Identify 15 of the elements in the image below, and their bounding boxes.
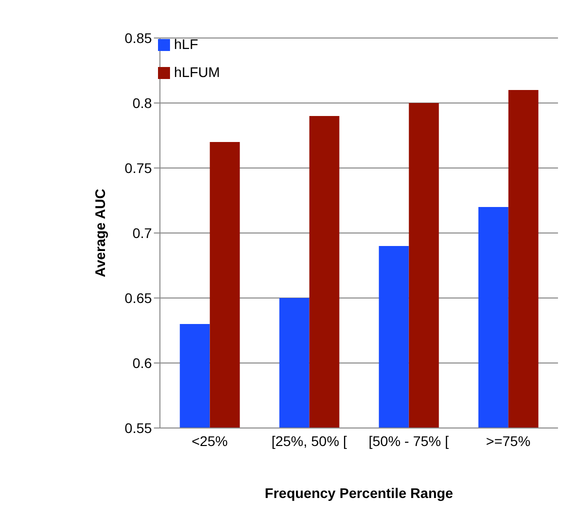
x-tick-label: >=75% <box>486 432 530 449</box>
x-tick-label: <25% <box>192 432 228 449</box>
x-tick-label: [50% - 75% [ <box>368 432 449 449</box>
y-tick-label: 0.6 <box>132 354 152 371</box>
legend-label: hLF <box>174 36 198 52</box>
y-tick-label: 0.75 <box>124 160 152 176</box>
y-tick-label: 0.55 <box>124 420 152 436</box>
x-axis-title: Frequency Percentile Range <box>264 485 454 501</box>
y-tick-label: 0.65 <box>124 290 152 306</box>
y-tick-label: 0.7 <box>132 224 152 241</box>
y-tick-label: 0.8 <box>132 94 152 111</box>
x-tick-label: [25%, 50% [ <box>271 432 348 449</box>
y-tick-label: 0.85 <box>124 30 152 46</box>
y-axis-title: Average AUC <box>92 188 108 278</box>
legend-label: hLFUM <box>174 64 220 80</box>
